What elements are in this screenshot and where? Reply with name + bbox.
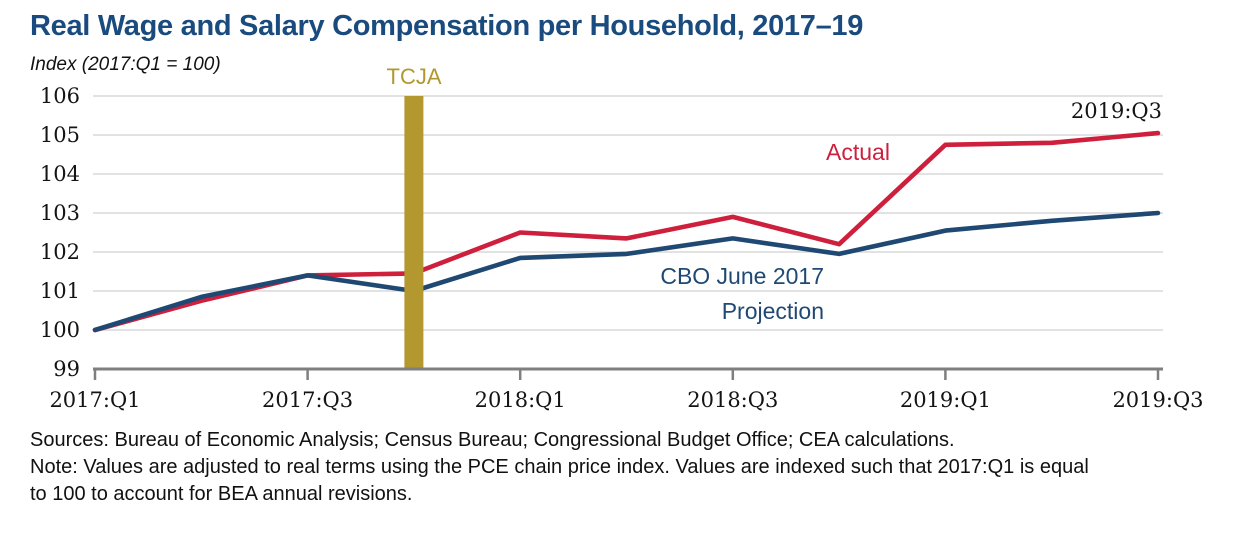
y-tick-label-99: 99 <box>53 357 80 381</box>
cbo-label-line1: CBO June 2017 <box>660 263 824 289</box>
tcja-event-label: TCJA <box>386 64 442 89</box>
x-tick-label-2018-Q1: 2018:Q1 <box>474 388 566 412</box>
cbo-projection-series-label: CBO June 2017 Projection <box>660 259 824 329</box>
y-tick-label-105: 105 <box>39 123 80 147</box>
y-tick-label-104: 104 <box>39 162 80 186</box>
y-tick-label-102: 102 <box>39 240 80 264</box>
x-tick-label-2019-Q3: 2019:Q3 <box>1112 388 1204 412</box>
cbo-projection-line <box>92 210 1161 333</box>
cbo-label-line2: Projection <box>721 298 824 324</box>
note-text-line2: to 100 to account for BEA annual revisio… <box>30 483 413 505</box>
tcja-event-bar <box>404 96 424 369</box>
y-tick-label-103: 103 <box>39 201 80 225</box>
sources-text: Sources: Bureau of Economic Analysis; Ce… <box>30 429 955 451</box>
y-axis-unit-label: Index (2017:Q1 = 100) <box>30 54 221 75</box>
x-tick-label-2017-Q3: 2017:Q3 <box>262 388 354 412</box>
y-tick-label-106: 106 <box>39 84 80 108</box>
actual-line <box>92 130 1161 333</box>
x-tick-label-2017-Q1: 2017:Q1 <box>49 388 141 412</box>
actual-series-label: Actual <box>826 139 890 165</box>
y-tick-label-100: 100 <box>39 318 80 342</box>
x-tick-label-2019-Q1: 2019:Q1 <box>899 388 991 412</box>
endpoint-annotation: 2019:Q3 <box>1070 99 1162 123</box>
chart-title: Real Wage and Salary Compensation per Ho… <box>30 10 864 42</box>
y-tick-label-101: 101 <box>39 279 80 303</box>
x-tick-label-2018-Q3: 2018:Q3 <box>687 388 779 412</box>
note-text-line1: Note: Values are adjusted to real terms … <box>30 456 1089 478</box>
